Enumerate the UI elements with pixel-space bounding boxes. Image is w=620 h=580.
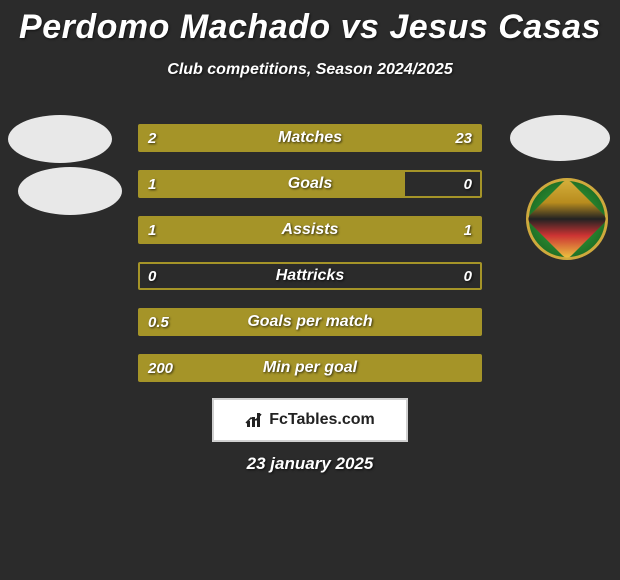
comparison-subtitle: Club competitions, Season 2024/2025 [0,61,620,79]
stat-label: Goals per match [140,310,480,334]
stat-label: Goals [140,172,480,196]
stat-row-goals-per-match: 0.5 Goals per match [138,308,482,336]
stat-row-assists: 1 1 Assists [138,216,482,244]
stat-label: Hattricks [140,264,480,288]
stat-label: Matches [140,126,480,150]
stat-row-goals: 1 0 Goals [138,170,482,198]
chart-icon [245,411,263,429]
player-right-avatar [510,115,610,161]
comparison-title: Perdomo Machado vs Jesus Casas [0,0,620,47]
stat-bars: 2 23 Matches 1 0 Goals 1 1 Assists 0 0 H… [138,124,482,400]
stat-row-matches: 2 23 Matches [138,124,482,152]
stat-row-hattricks: 0 0 Hattricks [138,262,482,290]
stat-label: Min per goal [140,356,480,380]
brand-text: FcTables.com [269,411,375,429]
club-badge-shield [526,178,608,260]
club-badge [526,178,608,260]
snapshot-date: 23 january 2025 [0,454,620,474]
stat-row-min-per-goal: 200 Min per goal [138,354,482,382]
player-left-avatar-1 [8,115,112,163]
brand-badge[interactable]: FcTables.com [212,398,408,442]
player-left-avatar-2 [18,167,122,215]
stat-label: Assists [140,218,480,242]
